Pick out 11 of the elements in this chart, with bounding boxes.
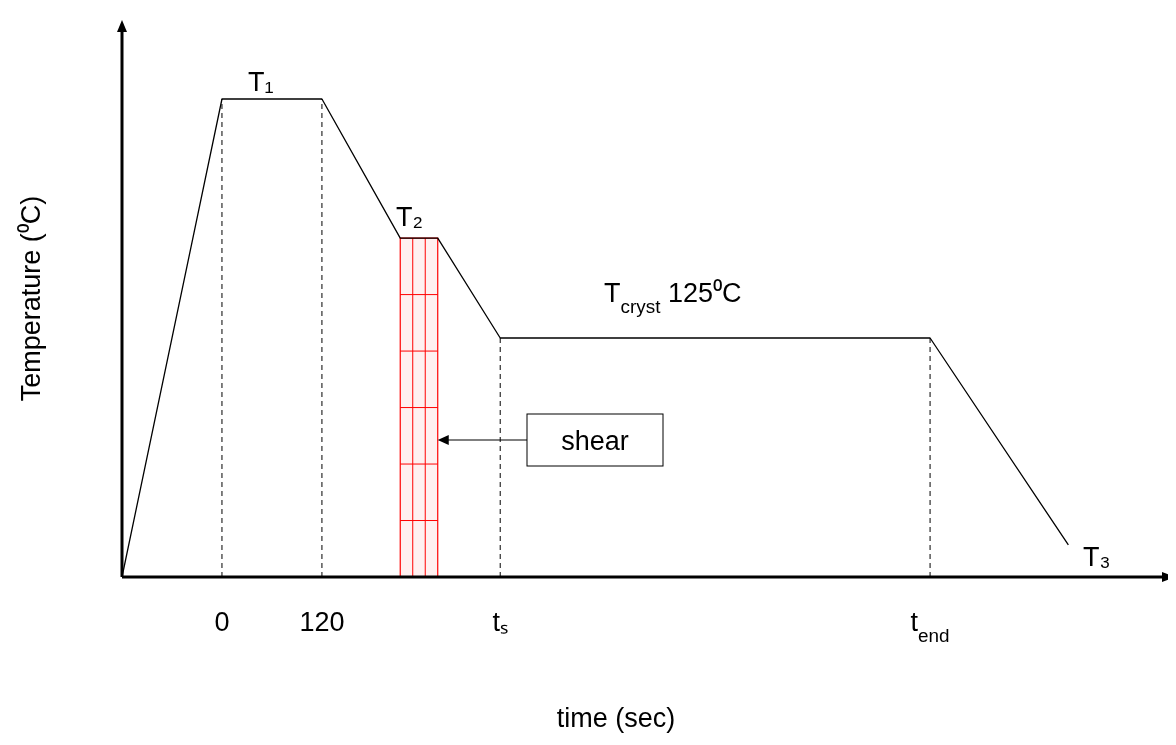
x-tick-label: t$_{end}$	[910, 607, 950, 646]
x-axis-title: time (sec)	[556, 703, 676, 733]
x-tick-label: 120	[299, 607, 345, 637]
annotation: T₃	[1083, 542, 1111, 572]
x-tick-label: 0	[214, 607, 230, 637]
x-tick-label: tₛ	[492, 607, 508, 637]
annotation: shear	[561, 426, 629, 456]
annotation: T$_{cryst}$ 125⁰C	[604, 278, 742, 317]
y-axis-title: Temperature (⁰C)	[16, 195, 46, 402]
text: T₁	[248, 67, 274, 97]
annotation: T₂	[396, 202, 423, 232]
